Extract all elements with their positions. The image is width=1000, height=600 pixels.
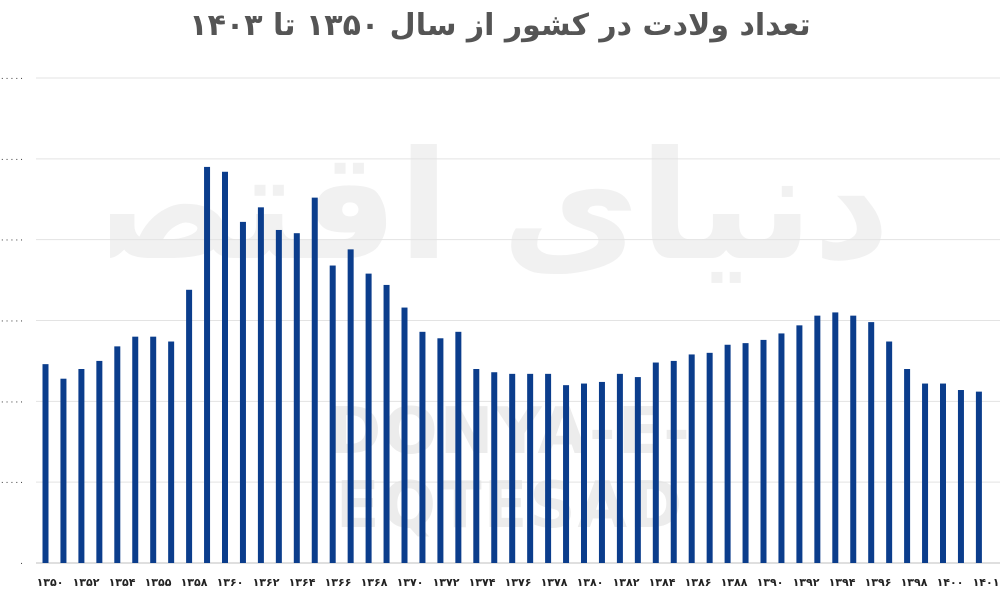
gridlines (36, 77, 1000, 564)
bar-22 (437, 338, 444, 563)
x-axis-ticks: ۱۳۵۰ ۱۳۵۲ ۱۳۵۴ ۱۳۵۵ ۱۳۵۸ ۱۳۶۰ ۱۳۶۲ ۱۳۶۴ ۱۳۶۶ ۱۳۶۸… (37, 576, 1000, 589)
bar-47 (886, 341, 893, 563)
bar-43 (814, 315, 821, 563)
bar-20 (401, 307, 408, 563)
x-tick-label: ۱۳۸۸ (721, 576, 748, 589)
bar-6 (150, 336, 157, 563)
x-tick-label: ۱۳۸۶ (685, 576, 712, 589)
y-tick-label: ۱۰۰۰۰۰۰ (0, 397, 24, 407)
bar-41 (778, 333, 785, 563)
x-tick-label: ۱۳۷۸ (541, 576, 568, 589)
x-tick-label: ۱۳۶۲ (253, 576, 280, 589)
bar-27 (527, 373, 534, 563)
bar-24 (473, 369, 480, 563)
bar-17 (347, 249, 354, 563)
bar-38 (724, 344, 731, 563)
bar-44 (832, 312, 839, 563)
x-tick-label: ۱۳۶۸ (361, 576, 388, 589)
bar-36 (688, 354, 695, 563)
x-tick-label: ۱۳۷۲ (433, 576, 460, 589)
bar-23 (455, 331, 462, 563)
bar-46 (868, 322, 875, 563)
bar-42 (796, 325, 803, 563)
x-tick-label: ۱۴۰۱ (973, 576, 1000, 589)
bar-16 (329, 265, 336, 563)
bar-34 (652, 362, 659, 563)
y-tick-label: ۲۰۰۰۰۰۰ (0, 236, 24, 246)
y-tick-label: ۵۰۰۰۰۰ (0, 478, 24, 488)
x-tick-label: ۱۳۶۰ (217, 576, 244, 589)
bar-30 (581, 383, 587, 563)
x-tick-label: ۱۳۹۶ (865, 576, 892, 589)
bar-52 (975, 391, 982, 563)
bar-9 (204, 166, 211, 563)
x-tick-label: ۱۳۵۲ (73, 576, 100, 589)
bar-3 (96, 360, 103, 563)
bar-48 (904, 369, 911, 563)
bar-4 (114, 346, 121, 563)
x-tick-label: ۱۳۹۸ (901, 576, 928, 589)
x-tick-label: ۱۳۷۰ (397, 576, 424, 589)
x-tick-label: ۱۳۹۴ (829, 576, 856, 589)
bar-11 (239, 221, 246, 563)
x-tick-label: ۱۳۸۴ (649, 576, 676, 589)
bar-26 (509, 373, 516, 563)
x-tick-label: ۱۳۸۰ (577, 576, 604, 589)
x-tick-label: ۱۳۶۶ (325, 576, 352, 589)
bar-0 (42, 364, 49, 563)
bar-7 (168, 341, 175, 563)
x-tick-label: ۱۳۵۴ (109, 576, 136, 589)
y-axis-ticks: ۰ ۵۰۰۰۰۰ ۱۰۰۰۰۰۰ ۱۵۰۰۰۰۰ ۲۰۰۰۰۰۰ ۲۵۰۰۰۰۰ ۳۰۰۰۰… (0, 74, 24, 569)
bar-29 (563, 385, 570, 563)
y-tick-label: ۳۰۰۰۰۰۰ (0, 74, 24, 84)
bar-51 (957, 390, 964, 563)
bar-33 (634, 377, 641, 563)
x-tick-label: ۱۳۵۸ (181, 576, 208, 589)
bar-19 (383, 284, 390, 563)
x-tick-label: ۱۳۶۴ (289, 576, 316, 589)
bar-35 (670, 360, 677, 563)
bar-37 (706, 352, 713, 563)
bar-45 (850, 315, 857, 563)
x-tick-label: ۱۳۵۵ (145, 576, 172, 589)
bar-5 (132, 336, 139, 563)
bar-14 (293, 233, 300, 563)
bar-49 (922, 383, 929, 563)
bar-40 (760, 339, 767, 563)
bars (42, 166, 982, 564)
bar-12 (257, 207, 264, 564)
y-tick-label: ۲۵۰۰۰۰۰ (0, 155, 24, 165)
y-tick-label: ۰ (19, 559, 24, 569)
bar-13 (275, 229, 282, 563)
y-tick-label: ۱۵۰۰۰۰۰ (0, 317, 24, 327)
bar-2 (78, 369, 85, 563)
x-tick-label: ۱۳۷۴ (469, 576, 496, 589)
x-tick-label: ۱۳۷۶ (505, 576, 532, 589)
bar-50 (940, 383, 946, 563)
x-tick-label: ۱۳۹۰ (757, 576, 784, 589)
bar-8 (186, 289, 193, 563)
bar-32 (616, 373, 623, 563)
bar-28 (545, 373, 552, 563)
x-tick-label: ۱۳۵۰ (37, 576, 64, 589)
bar-10 (222, 171, 228, 563)
bar-21 (419, 331, 426, 563)
x-tick-label: ۱۳۹۲ (793, 576, 820, 589)
x-tick-label: ۱۳۸۲ (613, 576, 640, 589)
x-tick-label: ۱۴۰۰ (937, 576, 964, 589)
bar-1 (60, 378, 67, 563)
bar-31 (598, 381, 605, 563)
chart-title: تعداد ولادت در کشور از سال ۱۳۵۰ تا ۱۴۰۳ (189, 8, 811, 43)
bar-39 (742, 343, 749, 563)
bar-25 (491, 372, 498, 563)
bar-18 (365, 273, 372, 563)
bar-15 (311, 197, 318, 563)
